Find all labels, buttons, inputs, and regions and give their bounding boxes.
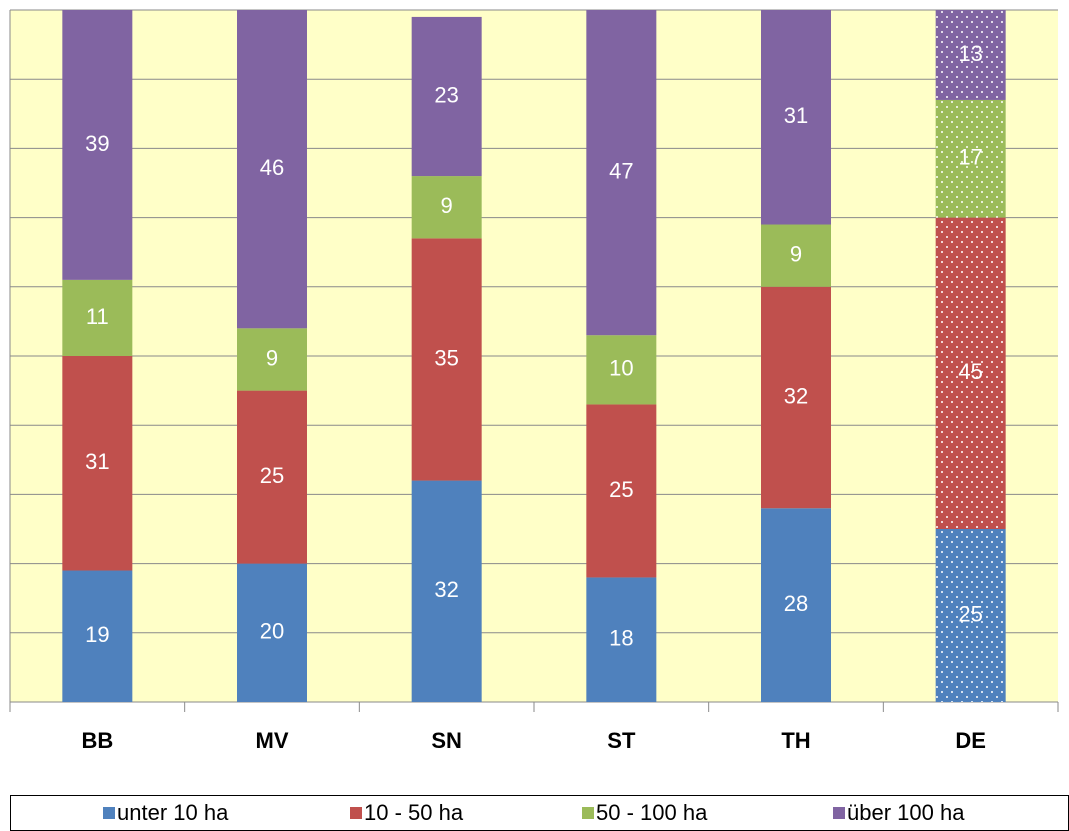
bar-segment — [411, 480, 482, 702]
x-tick-label: ST — [607, 728, 636, 753]
bar-segment — [761, 10, 831, 225]
data-label: 32 — [784, 383, 808, 408]
bar-segment — [586, 335, 657, 405]
data-label: 31 — [85, 449, 109, 474]
x-tick-label: MV — [256, 728, 289, 753]
bar-pattern — [935, 10, 1006, 100]
data-label: 46 — [260, 155, 284, 180]
legend-swatch — [582, 807, 594, 819]
bar-segment — [411, 16, 482, 177]
data-label: 31 — [784, 103, 808, 128]
bar-segment — [237, 10, 307, 329]
data-label: 17 — [958, 145, 982, 170]
data-label: 20 — [260, 619, 284, 644]
bar-segment — [586, 577, 657, 702]
data-label: 19 — [85, 622, 109, 647]
bar-pattern — [935, 529, 1006, 702]
bar-segment — [586, 10, 657, 336]
data-label: 25 — [958, 601, 982, 626]
x-tick-label: BB — [81, 728, 113, 753]
data-label: 39 — [85, 131, 109, 156]
bar-segment — [761, 224, 831, 287]
bar-segment — [761, 286, 831, 509]
legend-label: unter 10 ha — [117, 800, 229, 825]
bar-segment — [411, 176, 482, 239]
data-label: 13 — [958, 41, 982, 66]
data-label: 25 — [609, 477, 633, 502]
bar-segment — [62, 570, 133, 702]
bar-segment — [586, 404, 657, 578]
legend-swatch — [833, 807, 845, 819]
data-label: 10 — [609, 356, 633, 381]
bar-segment — [62, 10, 133, 280]
data-label: 9 — [441, 193, 453, 218]
bar-segment — [62, 279, 133, 356]
legend-swatch — [350, 807, 362, 819]
bar-pattern — [935, 217, 1006, 529]
x-tick-label: DE — [955, 728, 986, 753]
legend-label: 50 - 100 ha — [596, 800, 708, 825]
legend-label: über 100 ha — [847, 800, 965, 825]
data-label: 45 — [958, 359, 982, 384]
x-tick-label: SN — [431, 728, 462, 753]
bar-segment — [237, 390, 307, 564]
bar-segment — [62, 356, 133, 571]
bar-segment — [237, 328, 307, 391]
x-tick-label: TH — [781, 728, 810, 753]
data-label: 9 — [790, 241, 802, 266]
bar-pattern — [935, 99, 1006, 218]
data-label: 47 — [609, 158, 633, 183]
legend-box — [10, 795, 1069, 831]
data-label: 11 — [86, 304, 109, 329]
data-label: 35 — [434, 345, 458, 370]
bar-segment — [761, 508, 831, 702]
data-label: 9 — [266, 345, 278, 370]
data-label: 32 — [434, 577, 458, 602]
legend-swatch — [103, 807, 115, 819]
bar-segment — [411, 238, 482, 481]
legend-label: 10 - 50 ha — [364, 800, 464, 825]
data-label: 23 — [434, 82, 458, 107]
bar-segment — [237, 563, 307, 702]
data-label: 25 — [260, 463, 284, 488]
data-label: 18 — [609, 626, 633, 651]
data-label: 28 — [784, 591, 808, 616]
